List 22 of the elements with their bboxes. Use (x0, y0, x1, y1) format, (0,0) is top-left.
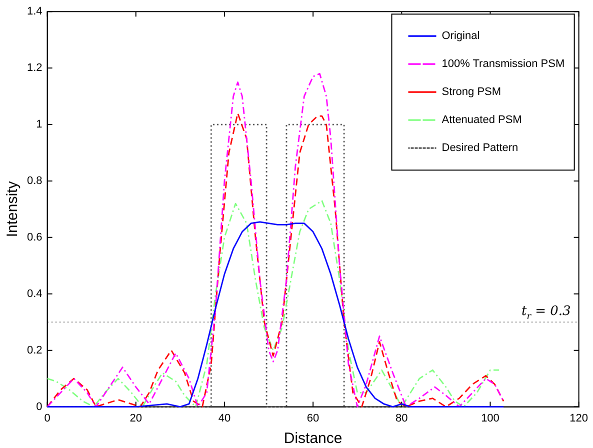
x-tick-label: 100 (481, 412, 500, 424)
x-tick-label: 60 (306, 412, 320, 424)
x-tick-label: 0 (44, 412, 50, 424)
x-axis-title: Distance (284, 430, 342, 448)
y-axis-title: Intensity (4, 180, 22, 238)
x-tick-label: 80 (396, 412, 408, 424)
legend-label: Desired Pattern (442, 142, 518, 154)
y-tick-label: 0.2 (26, 344, 42, 356)
y-tick-label: 1 (36, 118, 42, 131)
y-tick-label: 1.2 (26, 62, 42, 74)
y-tick-label: 0.6 (26, 231, 42, 244)
x-tick-label: 120 (570, 412, 588, 424)
legend-label: Original (442, 30, 480, 42)
x-tick-label: 20 (130, 412, 142, 424)
y-tick-label: 1.4 (26, 6, 42, 18)
legend-label: Strong PSM (442, 86, 502, 98)
y-tick-label: 0.4 (26, 288, 42, 300)
legend-label: 100% Transmission PSM (442, 58, 565, 70)
y-tick-label: 0.8 (26, 175, 42, 188)
legend-label: Attenuated PSM (442, 114, 522, 126)
y-tick-label: 0 (36, 400, 42, 413)
x-tick-label: 40 (218, 412, 231, 424)
